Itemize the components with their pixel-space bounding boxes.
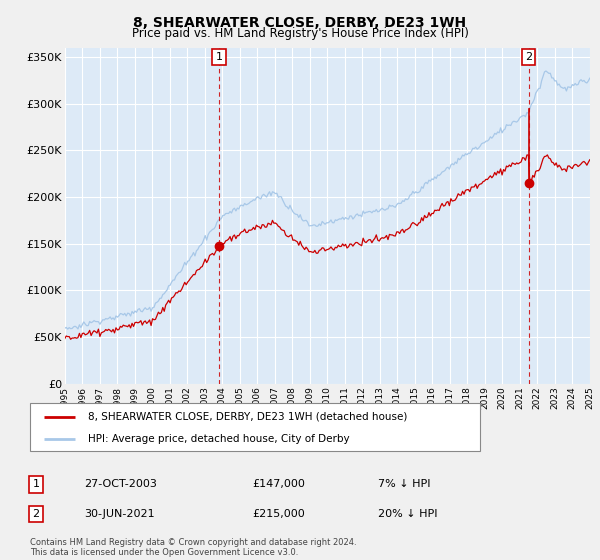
Text: Price paid vs. HM Land Registry's House Price Index (HPI): Price paid vs. HM Land Registry's House …	[131, 27, 469, 40]
Text: 8, SHEARWATER CLOSE, DERBY, DE23 1WH (detached house): 8, SHEARWATER CLOSE, DERBY, DE23 1WH (de…	[89, 412, 408, 422]
Text: 2: 2	[525, 52, 532, 62]
Text: 1: 1	[216, 52, 223, 62]
Text: 1: 1	[32, 479, 40, 489]
Text: 20% ↓ HPI: 20% ↓ HPI	[378, 509, 437, 519]
Text: 2: 2	[32, 509, 40, 519]
Text: £147,000: £147,000	[252, 479, 305, 489]
Text: 8, SHEARWATER CLOSE, DERBY, DE23 1WH: 8, SHEARWATER CLOSE, DERBY, DE23 1WH	[133, 16, 467, 30]
Text: Contains HM Land Registry data © Crown copyright and database right 2024.
This d: Contains HM Land Registry data © Crown c…	[30, 538, 356, 557]
Text: HPI: Average price, detached house, City of Derby: HPI: Average price, detached house, City…	[89, 434, 350, 444]
Text: £215,000: £215,000	[252, 509, 305, 519]
Text: 27-OCT-2003: 27-OCT-2003	[84, 479, 157, 489]
Text: 7% ↓ HPI: 7% ↓ HPI	[378, 479, 431, 489]
Text: 30-JUN-2021: 30-JUN-2021	[84, 509, 155, 519]
